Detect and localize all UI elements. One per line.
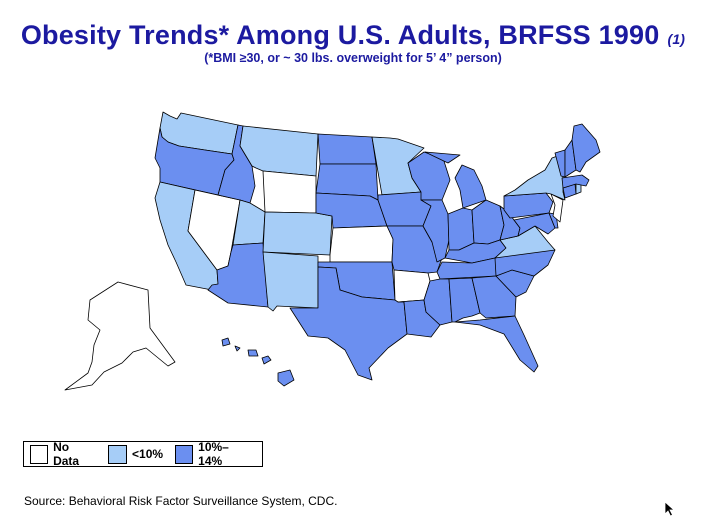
state-in (447, 207, 475, 251)
legend-swatch-no-data (30, 444, 49, 464)
state-wy (262, 170, 317, 214)
state-tx (289, 266, 408, 381)
state-ms (423, 278, 453, 326)
legend-label-under-10: <10% (132, 447, 164, 461)
legend-swatch-10-14 (175, 444, 194, 464)
state-mi (424, 151, 487, 209)
state-il (420, 199, 450, 263)
state-ma (561, 174, 590, 189)
state-nd (317, 133, 377, 165)
legend-item-10-14: 10%–14% (175, 440, 250, 468)
map-subtitle: (*BMI ≥30, or ~ 30 lbs. overweight for 5… (204, 51, 502, 65)
legend-label-no-data: No Data (53, 440, 80, 468)
state-mt (239, 125, 319, 177)
legend-swatch-under-10 (108, 444, 128, 464)
map-title: Obesity Trends* Among U.S. Adults, BRFSS… (0, 20, 706, 51)
map-legend: No Data <10% 10%–14% (23, 440, 263, 468)
legend-item-no-data: No Data (30, 440, 96, 468)
legend-item-under-10: <10% (108, 444, 164, 464)
state-ks (329, 225, 394, 263)
state-nj (550, 193, 564, 223)
state-hi (221, 337, 295, 387)
title-reference: (1) (667, 31, 686, 47)
state-co (262, 211, 333, 256)
state-nm (262, 251, 319, 312)
state-me (571, 123, 601, 173)
state-ny (503, 153, 566, 201)
legend-label-10-14: 10%–14% (198, 440, 229, 468)
state-ak (64, 281, 176, 391)
title-text: Obesity Trends* Among U.S. Adults, BRFSS… (20, 20, 660, 50)
state-oh (471, 199, 505, 245)
source-note: Source: Behavioral Risk Factor Surveilla… (24, 494, 338, 508)
mouse-pointer-icon (664, 501, 676, 517)
state-ri (575, 183, 582, 195)
state-fl (454, 315, 539, 373)
